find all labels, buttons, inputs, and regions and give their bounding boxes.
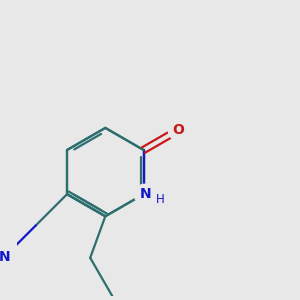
Text: N: N — [140, 187, 152, 201]
Text: N: N — [0, 250, 11, 264]
Text: H: H — [156, 193, 165, 206]
Text: O: O — [172, 123, 184, 137]
